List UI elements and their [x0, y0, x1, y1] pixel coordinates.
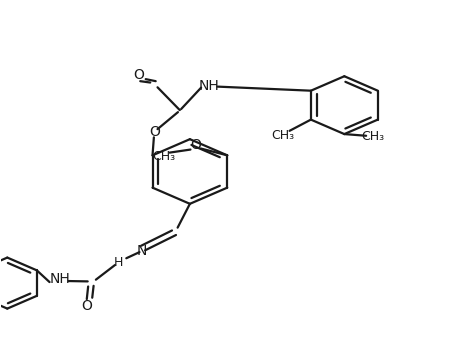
Text: CH₃: CH₃: [271, 129, 295, 142]
Text: NH: NH: [199, 79, 220, 93]
Text: CH₃: CH₃: [152, 150, 175, 163]
Text: O: O: [81, 299, 92, 313]
Text: O: O: [149, 125, 160, 139]
Text: CH₃: CH₃: [361, 130, 384, 143]
Text: NH: NH: [49, 272, 70, 286]
Text: N: N: [137, 244, 148, 258]
Text: O: O: [133, 68, 144, 82]
Text: O: O: [190, 138, 201, 152]
Text: H: H: [113, 256, 123, 269]
